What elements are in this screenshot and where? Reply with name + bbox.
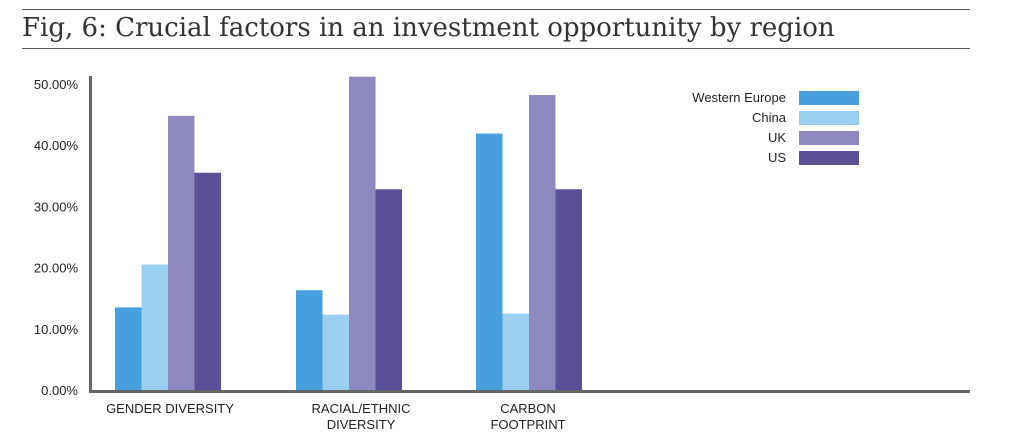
y-tick-label: 30.00% [34, 199, 79, 214]
chart-title: Fig, 6: Crucial factors in an investment… [22, 13, 835, 43]
legend-label: China [752, 110, 787, 125]
x-tick-label: RACIAL/ETHNIC DIVERSITY [312, 401, 411, 432]
y-tick-label: 0.00% [41, 383, 78, 398]
y-tick-label: 10.00% [34, 322, 79, 337]
legend-swatch [799, 151, 859, 165]
y-tick-label: 20.00% [34, 261, 79, 276]
legend: Western Europe China UK US [692, 90, 859, 165]
legend-swatch [799, 91, 859, 105]
y-tick-label: 40.00% [34, 138, 79, 153]
bar [529, 95, 556, 391]
bars [115, 76, 582, 391]
bar [296, 290, 323, 390]
y-axis-line [89, 76, 92, 393]
title-rule-top [22, 9, 970, 10]
bar [168, 115, 195, 390]
title-rule-bottom [22, 48, 970, 49]
legend-label: US [768, 150, 786, 165]
bar [476, 133, 503, 390]
bar [115, 307, 142, 390]
bar [194, 172, 221, 390]
legend-swatch [799, 111, 859, 125]
bar [322, 314, 349, 390]
axes [89, 76, 970, 393]
bar [349, 76, 376, 390]
y-tick-label: 50.00% [34, 77, 79, 92]
legend-label: UK [768, 130, 786, 145]
bar [502, 313, 529, 390]
bar [555, 189, 582, 390]
bar [375, 189, 402, 390]
legend-swatch [799, 131, 859, 145]
x-axis-labels: GENDER DIVERSITY RACIAL/ETHNIC DIVERSITY CA… [106, 401, 566, 432]
x-tick-label: CARBON FOOTPRINT [490, 401, 565, 432]
bar [141, 264, 168, 390]
x-tick-label: GENDER DIVERSITY [106, 401, 234, 416]
legend-label: Western Europe [692, 90, 786, 105]
x-axis-line [89, 390, 970, 393]
y-axis-ticks: 0.00% 10.00% 20.00% 30.00% 40.00% 50.00% [34, 77, 79, 398]
